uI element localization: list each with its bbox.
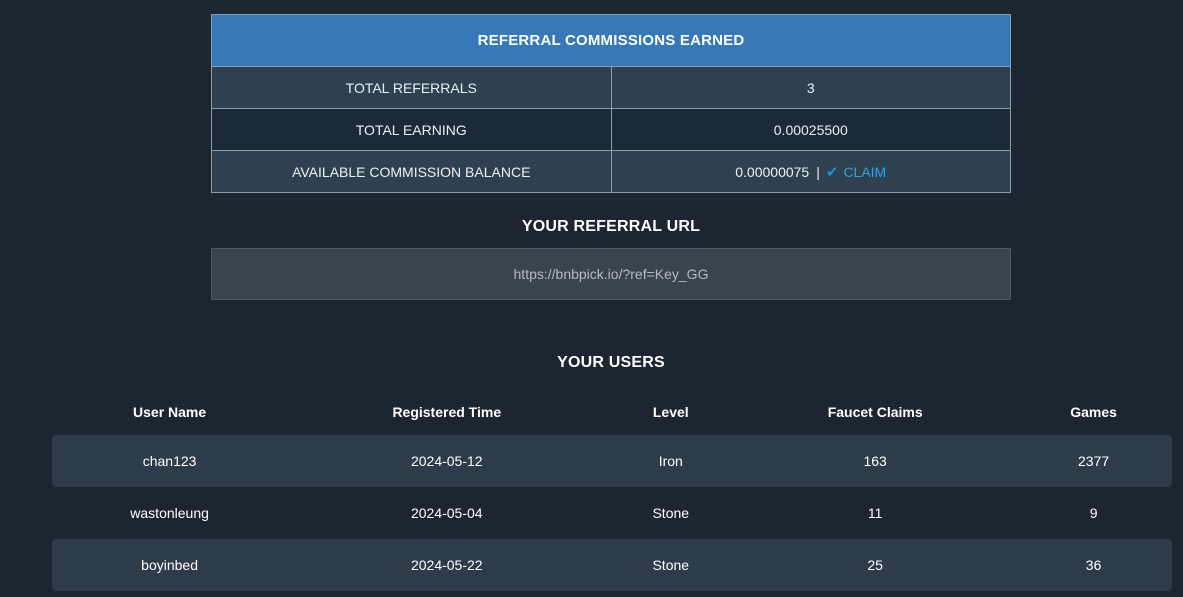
your-users-heading: YOUR USERS (557, 354, 665, 371)
registered-time-cell: 2024-05-12 (287, 435, 607, 487)
faucet-claims-cell: 25 (735, 539, 1016, 591)
level-cell: Stone (652, 505, 690, 521)
games-cell: 2377 (1015, 435, 1172, 487)
column-header-registered-time: Registered Time (392, 403, 502, 420)
claim-button[interactable]: ✔ CLAIM (825, 163, 887, 181)
games-cell: 36 (1015, 539, 1172, 591)
user-name-cell: chan123 (52, 435, 288, 487)
table-row: boyinbed 2024-05-22 Stone 25 36 (52, 539, 1172, 591)
commission-table-title: REFERRAL COMMISSIONS EARNED (211, 14, 1011, 67)
available-balance-cell: 0.00000075 | ✔ CLAIM (610, 150, 1011, 193)
total-referrals-label: TOTAL REFERRALS (211, 66, 612, 109)
total-earning-value: 0.00025500 (610, 108, 1011, 151)
faucet-claims-cell: 163 (735, 435, 1016, 487)
column-header-games: Games (1070, 403, 1117, 420)
table-row: wastonleung 2024-05-04 Stone 11 9 (52, 487, 1172, 539)
level-cell: Iron (606, 435, 736, 487)
table-row-available-balance: AVAILABLE COMMISSION BALANCE 0.00000075 |… (211, 150, 1011, 193)
users-table: User Name Registered Time Level Faucet C… (52, 388, 1172, 591)
claim-button-label: CLAIM (843, 163, 887, 180)
faucet-claims-cell: 11 (867, 505, 883, 521)
column-header-faucet-claims: Faucet Claims (827, 403, 923, 420)
registered-time-cell: 2024-05-22 (287, 539, 607, 591)
referral-url-text: https://bnbpick.io/?ref=Key_GG (513, 266, 709, 282)
level-cell: Stone (606, 539, 736, 591)
available-balance-value: 0.00000075 (735, 163, 810, 180)
claim-separator: | (816, 163, 820, 180)
referral-url-heading: YOUR REFERRAL URL (521, 218, 701, 235)
total-earning-label: TOTAL EARNING (211, 108, 612, 151)
table-row-total-earning: TOTAL EARNING 0.00025500 (211, 108, 1011, 151)
games-cell: 9 (1089, 505, 1098, 521)
user-name-cell: wastonleung (130, 505, 209, 521)
referral-url-box[interactable]: https://bnbpick.io/?ref=Key_GG (211, 248, 1011, 300)
column-header-user-name: User Name (133, 403, 207, 420)
available-balance-label: AVAILABLE COMMISSION BALANCE (211, 150, 612, 193)
column-header-level: Level (652, 403, 689, 420)
table-row: chan123 2024-05-12 Iron 163 2377 (52, 435, 1172, 487)
total-referrals-value: 3 (610, 66, 1011, 109)
check-icon: ✔ (825, 163, 839, 181)
registered-time-cell: 2024-05-04 (410, 505, 483, 521)
user-name-cell: boyinbed (52, 539, 288, 591)
table-row-total-referrals: TOTAL REFERRALS 3 (211, 66, 1011, 109)
users-table-header-row: User Name Registered Time Level Faucet C… (52, 388, 1172, 435)
commission-table: REFERRAL COMMISSIONS EARNED TOTAL REFERR… (211, 14, 1011, 193)
commission-table-header-row: REFERRAL COMMISSIONS EARNED (211, 14, 1011, 67)
